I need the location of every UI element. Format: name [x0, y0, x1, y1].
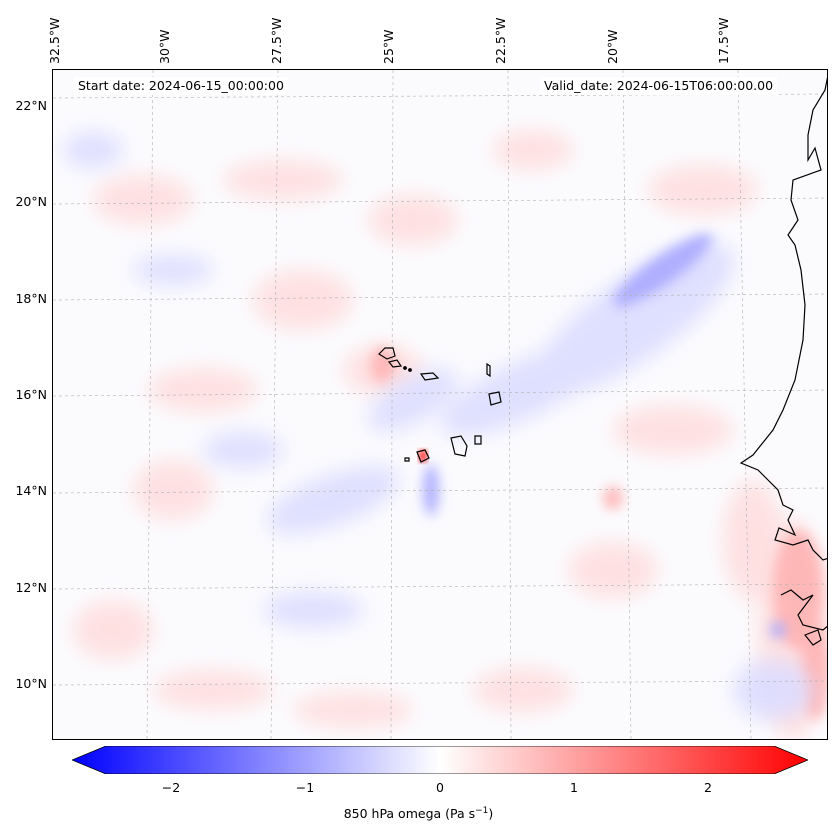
colorbar-tick-minus2: −2	[161, 780, 181, 795]
colorbar-gradient	[70, 745, 810, 775]
lon-label-30w: 30°W	[157, 29, 172, 64]
omega-map	[52, 69, 828, 740]
colorbar-tick-1: 1	[570, 780, 578, 795]
lon-label-22-5w: 22.5°W	[493, 17, 508, 64]
lat-label-14n: 14°N	[15, 483, 47, 498]
lon-label-27-5w: 27.5°W	[269, 17, 284, 64]
lon-label-25w: 25°W	[381, 29, 396, 64]
lat-label-20n: 20°N	[15, 194, 47, 209]
lat-label-22n: 22°N	[15, 98, 47, 113]
colorbar-tick-minus1: −1	[295, 780, 315, 795]
colorbar-title: 850 hPa omega (Pa s−1)	[343, 806, 494, 822]
lon-label-17-5w: 17.5°W	[716, 17, 731, 64]
colorbar-tick-2: 2	[704, 780, 712, 795]
valid-date-label: Valid_date: 2024-06-15T06:00:00.00	[540, 77, 778, 95]
lon-label-20w: 20°W	[605, 29, 620, 64]
start-date-label: Start date: 2024-06-15_00:00:00	[74, 77, 288, 95]
lat-label-18n: 18°N	[15, 291, 47, 306]
lat-label-10n: 10°N	[15, 676, 47, 691]
negative-omega-patches	[63, 132, 813, 720]
omega-field-plot	[53, 70, 827, 739]
lon-label-32-5w: 32.5°W	[47, 17, 62, 64]
lat-label-12n: 12°N	[15, 580, 47, 595]
lat-label-16n: 16°N	[15, 387, 47, 402]
graticule	[53, 70, 827, 739]
cape-verde-islands	[378, 347, 502, 463]
colorbar-tick-0: 0	[436, 780, 444, 795]
colorbar	[70, 745, 810, 775]
coastlines	[739, 76, 827, 646]
